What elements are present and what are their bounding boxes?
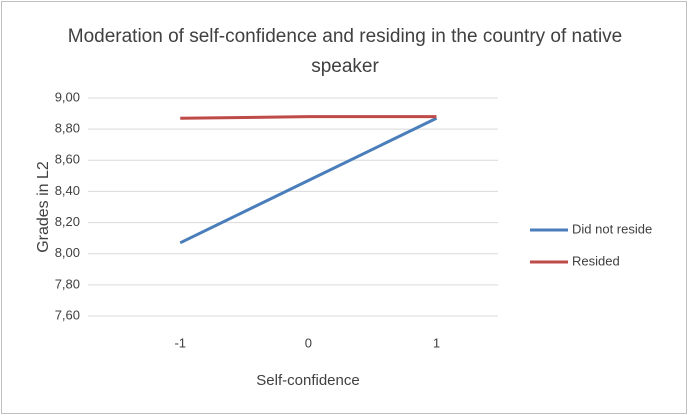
y-tick-label: 9,00	[55, 89, 80, 104]
y-tick-label: 8,20	[55, 214, 80, 229]
y-axis-label: Grades in L2	[35, 161, 52, 253]
y-tick-label: 8,40	[55, 183, 80, 198]
data-line	[179, 116, 438, 245]
y-tick-label: 8,80	[55, 121, 80, 136]
y-tick-label: 8,60	[55, 152, 80, 167]
x-tick-label: 0	[305, 335, 312, 350]
x-axis-label: Self-confidence	[256, 372, 359, 389]
y-tick-label: 7,60	[55, 307, 80, 322]
chart-title: Moderation of self-confidence and residi…	[67, 26, 623, 77]
legend-label: Did not reside	[572, 221, 652, 236]
y-tick-label: 8,00	[55, 245, 80, 260]
x-tick-label: 1	[433, 335, 440, 350]
data-line	[180, 115, 437, 120]
y-tick-label: 7,80	[55, 276, 80, 291]
x-tick-label: -1	[174, 335, 186, 350]
legend-label: Resided	[572, 253, 620, 268]
